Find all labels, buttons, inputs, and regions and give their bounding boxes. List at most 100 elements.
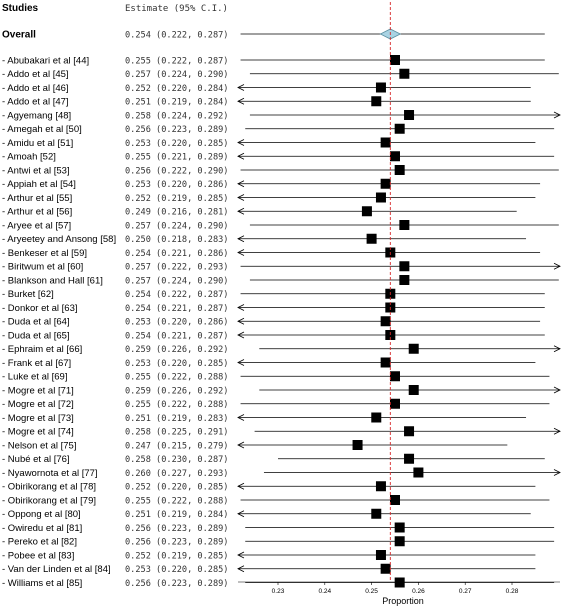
study-label: - Antwi et al [53] [2,165,70,176]
study-estimate-text: 0.251 (0.219, 0.284) [125,510,228,520]
study-estimate-text: 0.255 (0.222, 0.288) [125,400,228,410]
study-point-marker [366,233,377,244]
ci-arrow-left [237,317,245,325]
study-row: - Frank et al [67] 0.253 (0.220, 0.285) [2,357,536,369]
study-row: - Donkor et al [63] 0.254 (0.221, 0.287) [2,302,545,314]
study-estimate-text: 0.257 (0.222, 0.293) [125,263,228,273]
x-axis: 0.23 0.24 0.25 0.26 0.27 0.28 [238,581,560,595]
study-row: - Mogre et al [71] 0.259 (0.226, 0.292) [2,385,561,396]
study-estimate-text: 0.258 (0.224, 0.292) [125,111,228,121]
x-tick-label: 0.27 [459,588,472,595]
study-estimate-text: 0.249 (0.216, 0.281) [125,208,228,218]
study-label: - Obirikorang et al [78] [2,482,96,493]
study-point-marker [352,440,363,450]
ci-arrow-left [237,139,245,146]
study-row: - Abubakari et al [44] 0.255 (0.222, 0.28… [2,55,545,66]
study-point-marker [408,343,419,354]
ci-arrow-left [237,249,245,256]
forest-rows: Overall 0.254 (0.222, 0.287) - Abubakari e… [2,2,561,589]
study-estimate-text: 0.260 (0.227, 0.293) [125,469,228,479]
ci-arrow-left [237,194,245,201]
study-label: - Aryee et al [57] [2,220,71,231]
x-tick-label: 0.28 [506,588,519,595]
study-label: - Nyawornota et al [77] [2,468,98,479]
study-estimate-text: 0.259 (0.226, 0.292) [125,386,228,396]
study-row: - Ephraim et al [66] 0.259 (0.226, 0.292) [2,343,561,355]
study-row: - Nyawornota et al [77] 0.260 (0.227, 0.2… [2,467,561,479]
study-point-marker [399,68,410,79]
study-point-marker [404,426,415,437]
study-estimate-text: 0.257 (0.224, 0.290) [125,276,228,286]
ci-arrow-right [553,111,561,119]
ci-arrow-left [237,414,245,421]
studies-header: Studies [2,3,39,14]
study-estimate-text: 0.251 (0.219, 0.284) [125,98,228,108]
study-row: - Luke et al [69] 0.255 (0.222, 0.288) [2,371,550,383]
study-point-marker [380,563,391,574]
study-label: - Duda et al [65] [2,330,70,341]
study-point-marker [371,508,382,519]
study-label: - Addo et al [45] [2,69,69,80]
study-point-marker [371,412,382,423]
study-label: - Abubakari et al [44] [2,55,89,66]
study-label: - Burket [62] [2,289,54,300]
study-row: - Mogre et al [74] 0.258 (0.225, 0.291) [2,426,561,438]
overall-estimate-text: 0.254 (0.222, 0.287) [125,31,228,41]
study-estimate-text: 0.256 (0.223, 0.289) [125,125,228,135]
study-label: - Amidu et al [51] [2,138,73,149]
study-label: - Benkeser et al [59] [2,248,87,259]
study-point-marker [413,467,424,478]
estimate-header: Estimate (95% C.I.) [125,4,228,14]
study-label: - Agyemang [48] [2,110,71,121]
study-estimate-text: 0.259 (0.226, 0.292) [125,345,228,355]
study-estimate-text: 0.251 (0.219, 0.283) [125,414,228,424]
ci-arrow-left [237,441,245,449]
ci-arrow-right [553,345,561,353]
x-tick-label: 0.24 [318,588,331,595]
study-label: - Nubé et al [76] [2,454,70,465]
x-axis-label: Proportion [382,596,424,606]
study-point-marker [408,385,419,395]
study-label: - Ephraim et al [66] [2,344,82,355]
study-label: - Oppong et al [80] [2,509,81,520]
study-estimate-text: 0.253 (0.220, 0.285) [125,565,228,575]
study-row: - Amoah [52] 0.255 (0.221, 0.289) [2,151,555,163]
study-row: - Aryee et al [57] 0.257 (0.224, 0.290) [2,220,559,231]
ci-arrow-right [553,427,561,435]
study-point-marker [399,275,410,285]
study-estimate-text: 0.257 (0.224, 0.290) [125,221,228,231]
study-row: - Pereko et al [82] 0.256 (0.223, 0.289) [2,536,555,548]
ci-arrow-right [553,262,561,270]
study-label: - Addo et al [46] [2,83,69,94]
study-label: - Owiredu et al [81] [2,523,82,534]
study-point-marker [394,536,405,547]
study-row: - Owiredu et al [81] 0.256 (0.223, 0.289) [2,522,555,534]
study-estimate-text: 0.252 (0.219, 0.285) [125,194,228,204]
ci-arrow-left [237,304,245,311]
study-estimate-text: 0.256 (0.223, 0.289) [125,524,228,534]
ci-arrow-left [237,207,245,215]
study-row: - Obirikorang et al [79] 0.255 (0.222, 0.… [2,495,550,506]
ci-arrow-right [553,469,561,476]
x-tick-label: 0.25 [365,588,378,595]
ci-arrow-left [237,565,245,573]
study-row: - Amegah et al [50] 0.256 (0.223, 0.289) [2,123,555,135]
study-label: - Pobee et al [83] [2,550,74,561]
ci-arrow-left [237,180,245,188]
study-row: - Duda et al [65] 0.254 (0.221, 0.287) [2,330,545,341]
ci-arrow-left [237,359,245,366]
study-label: - Williams et al [85] [2,578,82,589]
study-row: - Benkeser et al [59] 0.254 (0.221, 0.286… [2,247,541,259]
study-row: - Addo et al [45] 0.257 (0.224, 0.290) [2,68,559,80]
study-point-marker [404,453,415,464]
study-estimate-text: 0.254 (0.221, 0.287) [125,304,228,314]
study-row: - Mogre et al [73] 0.251 (0.219, 0.283) [2,412,527,424]
study-label: - Mogre et al [73] [2,413,74,424]
study-point-marker [380,137,391,148]
study-estimate-text: 0.247 (0.215, 0.279) [125,441,228,451]
study-label: - Duda et al [64] [2,317,70,328]
study-estimate-text: 0.256 (0.223, 0.289) [125,538,228,548]
study-estimate-text: 0.257 (0.224, 0.290) [125,70,228,80]
ci-arrow-left [237,97,245,105]
study-point-marker [380,316,391,327]
